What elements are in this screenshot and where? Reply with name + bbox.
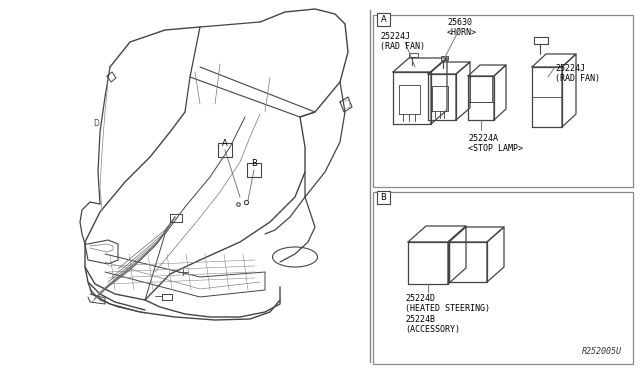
Text: <STOP LAMP>: <STOP LAMP> [468, 144, 523, 153]
FancyBboxPatch shape [377, 191, 390, 204]
Text: (HEATED STEERING): (HEATED STEERING) [405, 304, 490, 313]
Text: R252005U: R252005U [582, 347, 622, 356]
FancyBboxPatch shape [218, 143, 232, 157]
Text: D: D [93, 119, 99, 128]
FancyBboxPatch shape [247, 163, 261, 177]
FancyBboxPatch shape [377, 13, 390, 26]
Text: 25224J: 25224J [555, 64, 585, 73]
Text: 25224D: 25224D [405, 294, 435, 303]
Text: 25224A: 25224A [468, 134, 498, 143]
Text: A: A [381, 15, 387, 24]
Text: (ACCESSORY): (ACCESSORY) [405, 325, 460, 334]
Text: <HORN>: <HORN> [447, 28, 477, 37]
Text: B: B [381, 193, 387, 202]
Text: 25630: 25630 [447, 18, 472, 27]
Text: 25224J: 25224J [380, 32, 410, 41]
Text: (RAD FAN): (RAD FAN) [380, 42, 425, 51]
Text: 25224B: 25224B [405, 315, 435, 324]
Text: B: B [251, 158, 257, 167]
FancyBboxPatch shape [373, 15, 633, 187]
Text: A: A [222, 138, 228, 148]
FancyBboxPatch shape [373, 192, 633, 364]
Text: (RAD FAN): (RAD FAN) [555, 74, 600, 83]
